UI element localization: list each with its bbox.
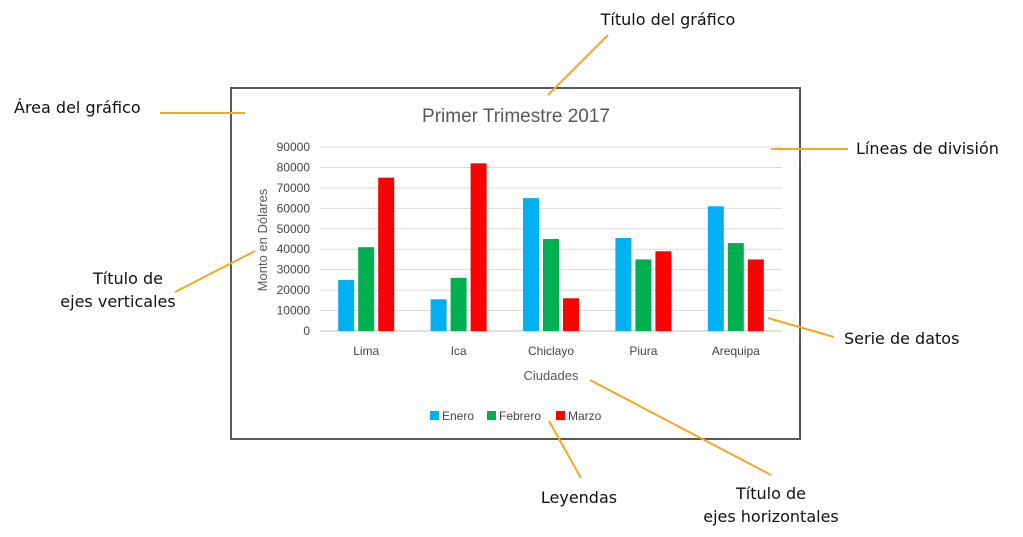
bar-enero-lima: [338, 279, 355, 331]
y-tick-label: 80000: [277, 160, 311, 174]
bar-marzo-chiclayo: [563, 298, 579, 331]
legend-swatch-febrero: [487, 411, 496, 420]
y-tick-label: 40000: [277, 242, 311, 256]
y-tick-label: 70000: [277, 181, 311, 195]
x-category-label: Arequipa: [712, 344, 760, 358]
callout-line-titulo-grafico: [547, 34, 609, 96]
bar-enero-ica: [430, 299, 447, 331]
legend-swatch-enero: [430, 411, 439, 420]
x-category-label: Ica: [451, 344, 467, 358]
bar-febrero-arequipa: [727, 243, 744, 331]
callout-area-grafico: Área del gráfico: [14, 98, 141, 117]
callout-titulo-ejes-horizontales-2: ejes horizontales: [703, 507, 839, 526]
legend: Enero Febrero Marzo: [430, 409, 602, 423]
bar-marzo-lima: [378, 177, 395, 331]
callout-lineas-division: Líneas de división: [856, 139, 999, 158]
legend-label-marzo: Marzo: [568, 409, 602, 423]
bar-febrero-piura: [635, 259, 652, 331]
callout-line-titulo-ejes-horizontales: [589, 379, 772, 476]
bar-enero-piura: [615, 237, 632, 331]
callout-titulo-ejes-horizontales-1: Título de: [735, 484, 806, 503]
y-tick-label: 10000: [277, 304, 311, 318]
callout-serie-datos: Serie de datos: [844, 329, 959, 348]
bar-febrero-chiclayo: [543, 239, 559, 331]
y-tick-label: 90000: [277, 140, 311, 154]
bar-series-group: [338, 163, 764, 331]
bar-enero-arequipa: [707, 206, 724, 331]
x-category-label: Lima: [353, 344, 379, 358]
y-tick-label: 50000: [277, 222, 311, 236]
y-axis-title: Monto en Dólares: [255, 188, 270, 291]
legend-label-febrero: Febrero: [499, 409, 541, 423]
bar-enero-chiclayo: [523, 198, 539, 331]
bar-marzo-arequipa: [747, 259, 764, 331]
callout-line-serie-datos: [767, 317, 835, 338]
bar-marzo-piura: [655, 251, 672, 331]
callout-lines: [160, 34, 848, 479]
x-category-label: Chiclayo: [528, 344, 574, 358]
callout-leyendas: Leyendas: [541, 488, 617, 507]
y-tick-label: 20000: [277, 283, 311, 297]
category-labels: Lima Ica Chiclayo Piura Arequipa: [353, 344, 760, 358]
x-category-label: Piura: [629, 344, 657, 358]
bar-febrero-ica: [450, 277, 467, 331]
y-tick-label: 0: [303, 324, 310, 338]
bar-febrero-lima: [358, 247, 375, 331]
callout-titulo-grafico: Título del gráfico: [600, 10, 736, 29]
chart-title: Primer Trimestre 2017: [422, 106, 610, 127]
y-tick-label: 60000: [277, 201, 311, 215]
legend-label-enero: Enero: [442, 409, 474, 423]
x-axis-title: Ciudades: [524, 368, 579, 383]
legend-swatch-marzo: [556, 411, 565, 420]
callout-titulo-ejes-verticales-2: ejes verticales: [60, 292, 175, 311]
y-tick-labels: 0 10000 20000 30000 40000 50000 60000 70000 8000…: [277, 140, 311, 338]
gridlines: [320, 146, 782, 332]
callout-titulo-ejes-verticales-1: Título de: [92, 269, 163, 288]
callout-line-titulo-ejes-verticales: [174, 250, 256, 293]
callout-line-leyendas: [548, 420, 582, 479]
y-tick-label: 30000: [277, 263, 311, 277]
bar-marzo-ica: [470, 163, 487, 331]
